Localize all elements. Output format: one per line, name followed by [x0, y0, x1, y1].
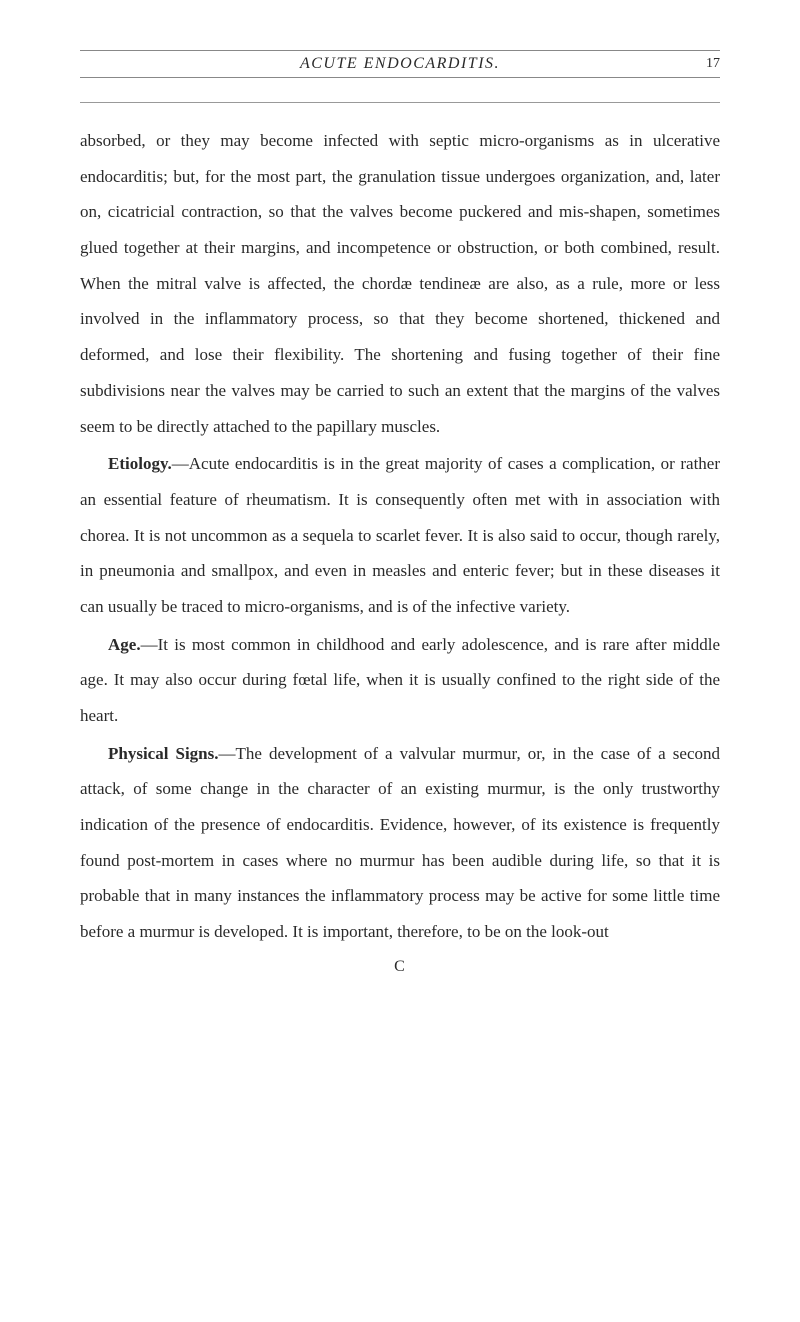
paragraph-3: Age.—It is most common in childhood and … [80, 627, 720, 734]
paragraph-3-text: —It is most common in childhood and earl… [80, 635, 720, 725]
paragraph-4-text: —The development of a valvular murmur, o… [80, 744, 720, 941]
header-divider [80, 102, 720, 103]
body-content: absorbed, or they may become infected wi… [80, 123, 720, 950]
page-header: ACUTE ENDOCARDITIS. 17 [80, 50, 720, 78]
paragraph-2: Etiology.—Acute endocarditis is in the g… [80, 446, 720, 624]
footer-signature-letter: C [80, 958, 720, 976]
physical-signs-label: Physical Signs. [108, 744, 219, 763]
paragraph-2-text: —Acute endocarditis is in the great majo… [80, 454, 720, 616]
paragraph-1-text: absorbed, or they may become infected wi… [80, 131, 720, 436]
header-title: ACUTE ENDOCARDITIS. [110, 55, 690, 73]
etiology-label: Etiology. [108, 454, 172, 473]
age-label: Age. [108, 635, 141, 654]
paragraph-4: Physical Signs.—The development of a val… [80, 736, 720, 950]
page-number: 17 [690, 56, 720, 72]
paragraph-1: absorbed, or they may become infected wi… [80, 123, 720, 444]
